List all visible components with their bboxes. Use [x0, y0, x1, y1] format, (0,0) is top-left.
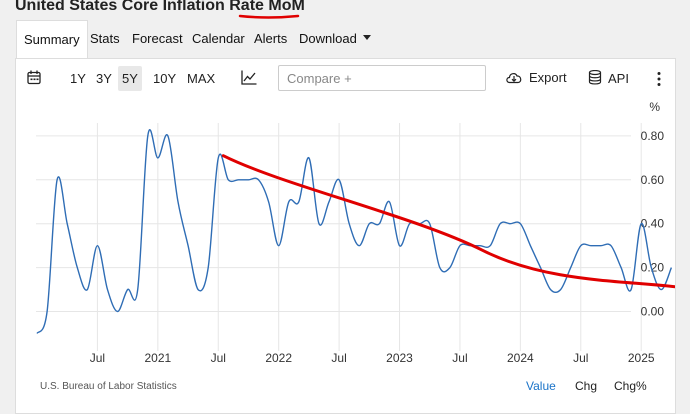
more-vertical-icon[interactable] [656, 71, 662, 87]
x-tick-label: Jul [90, 351, 105, 365]
trend-arrow-line [221, 154, 675, 289]
title-annotation-underline [238, 14, 300, 19]
y-tick-label: 0.60 [641, 173, 665, 187]
chart-series [36, 129, 673, 334]
api-button[interactable]: API [588, 69, 629, 86]
chart-toolbar: 1Y 3Y 5Y 10Y MAX Export API [16, 59, 675, 99]
tab-stats[interactable]: Stats [90, 31, 120, 46]
chg-percent-mode-button[interactable]: Chg% [614, 379, 647, 393]
range-max-button[interactable]: MAX [187, 71, 216, 86]
export-label: Export [529, 70, 567, 85]
data-source: U.S. Bureau of Labor Statistics [40, 381, 177, 392]
chart-grid-horizontal [36, 135, 631, 312]
line-chart-icon[interactable] [241, 70, 257, 85]
x-tick-label: 2023 [386, 351, 413, 365]
cloud-download-icon [506, 73, 522, 84]
value-mode-button[interactable]: Value [526, 379, 556, 393]
tab-summary[interactable]: Summary [16, 20, 88, 58]
range-5y-button[interactable]: 5Y [118, 66, 142, 91]
x-tick-label: 2024 [507, 351, 534, 365]
range-3y-button[interactable]: 3Y [96, 71, 112, 86]
x-tick-label: Jul [573, 351, 588, 365]
chart-annotation [221, 154, 675, 289]
compare-input[interactable] [278, 65, 486, 91]
tab-download[interactable]: Download [299, 31, 371, 46]
chart-grid-vertical [96, 123, 642, 351]
series-line-core-inflation-mom [36, 129, 673, 334]
y-axis-ticks: 0.80 0.60 0.40 0.20 0.00 [641, 129, 665, 319]
inflation-line-chart: % 0.800.600.400.200.00 Jul 2021 Jul 2022 Jul… [36, 100, 675, 365]
y-tick-label: 0.00 [641, 305, 665, 319]
x-tick-label: Jul [452, 351, 467, 365]
range-10y-button[interactable]: 10Y [153, 71, 177, 86]
export-button[interactable]: Export [505, 70, 567, 85]
tab-alerts[interactable]: Alerts [254, 31, 288, 46]
x-tick-label: 2021 [144, 351, 171, 365]
x-tick-label: 2022 [265, 351, 292, 365]
y-tick-label: 0.20 [641, 261, 665, 275]
x-tick-label: Jul [331, 351, 346, 365]
tab-download-label: Download [299, 31, 357, 46]
y-tick-label: 0.80 [641, 129, 665, 143]
caret-down-icon [362, 35, 371, 41]
title-bar: United States Core Inflation Rate MoM [0, 0, 690, 20]
tabs-bar: Summary Stats Forecast Calendar Alerts D… [0, 20, 690, 58]
page-title: United States Core Inflation Rate MoM [15, 0, 305, 14]
chart-panel: 1Y 3Y 5Y 10Y MAX Export API [15, 58, 676, 414]
range-1y-button[interactable]: 1Y [70, 71, 86, 86]
y-tick-label: 0.40 [641, 217, 665, 231]
database-icon [588, 69, 602, 85]
x-tick-label: 2025 [628, 351, 655, 365]
x-axis-ticks: Jul 2021 Jul 2022 Jul 2023 Jul 2024 Jul 2025 [90, 351, 655, 365]
chg-mode-button[interactable]: Chg [575, 379, 598, 393]
y-axis-unit: % [649, 100, 660, 114]
calendar-icon[interactable] [27, 70, 41, 85]
api-label: API [608, 71, 629, 86]
tab-calendar[interactable]: Calendar [192, 31, 245, 46]
tab-forecast[interactable]: Forecast [132, 31, 183, 46]
x-tick-label: Jul [211, 351, 226, 365]
